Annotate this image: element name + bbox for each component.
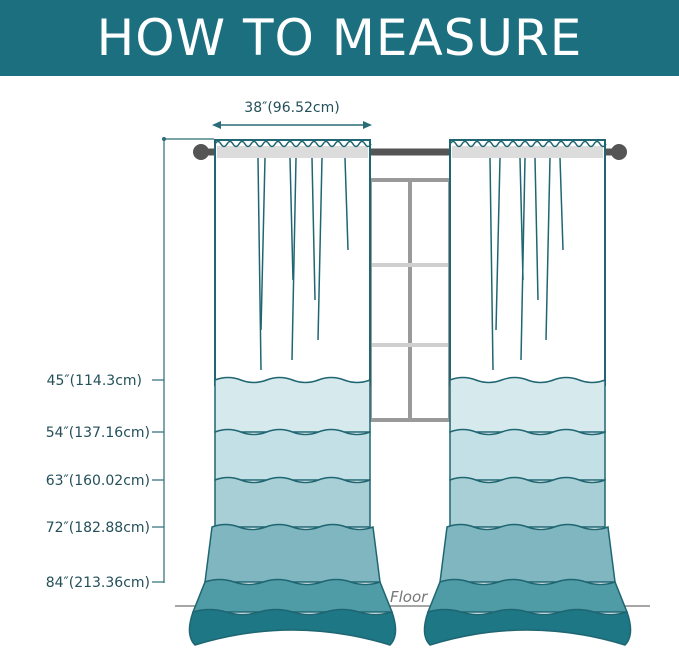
right-curtain-panel <box>423 139 632 646</box>
length-label: 63″(160.02cm) <box>46 473 150 489</box>
left-curtain-panel <box>188 139 397 646</box>
page-title: HOW TO MEASURE <box>96 9 583 67</box>
length-ruler: 45″(114.3cm) 54″(137.16cm) 63″(160.02cm) 72… <box>46 137 214 591</box>
length-label: 45″(114.3cm) <box>47 373 142 389</box>
color-band <box>449 476 606 528</box>
fold-line <box>495 157 501 331</box>
fold-line <box>559 157 564 251</box>
fold-line <box>260 157 266 331</box>
color-band <box>423 608 632 646</box>
rod-pocket-ruffle <box>449 140 607 148</box>
fold-line <box>257 157 262 371</box>
fold-line <box>545 157 551 341</box>
fold-line <box>311 157 316 301</box>
fold-line <box>291 157 297 361</box>
fold-line <box>534 157 539 301</box>
rod-pocket-ruffle <box>214 140 372 148</box>
length-label: 54″(137.16cm) <box>46 425 150 441</box>
color-band <box>214 428 371 481</box>
color-band <box>426 578 629 613</box>
length-label: 84″(213.36cm) <box>46 575 150 591</box>
fold-line <box>489 157 494 371</box>
width-label: 38″(96.52cm) <box>244 100 339 116</box>
color-band <box>188 608 397 646</box>
width-dimension: 38″(96.52cm) <box>212 100 372 129</box>
color-band <box>191 578 394 613</box>
color-band <box>439 523 616 583</box>
fold-line <box>344 157 349 251</box>
color-band <box>214 376 371 433</box>
color-band <box>204 523 381 583</box>
fold-line <box>520 157 526 361</box>
fold-line <box>289 157 294 281</box>
header-banner: HOW TO MEASURE <box>0 0 679 76</box>
length-label: 72″(182.88cm) <box>46 520 150 536</box>
color-band <box>449 428 606 481</box>
color-band <box>449 376 606 433</box>
floor-label: Floor <box>390 588 428 606</box>
color-band <box>214 476 371 528</box>
fold-line <box>317 157 323 341</box>
